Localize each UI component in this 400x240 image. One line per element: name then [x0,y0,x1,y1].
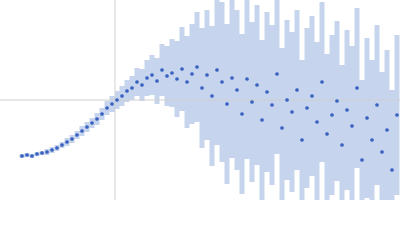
data-point [80,129,84,133]
data-point [240,112,244,116]
data-point [245,77,249,81]
data-point [330,113,334,117]
data-point [35,152,39,156]
chart [0,0,400,200]
data-point [345,108,349,112]
data-point [290,110,294,114]
data-point [380,150,384,154]
data-point [355,86,359,90]
data-point [20,154,24,158]
data-point [190,72,194,76]
data-point [270,103,274,107]
data-point [315,120,319,124]
data-point [320,80,324,84]
data-point [50,148,54,152]
data-point [110,102,114,106]
data-point [310,94,314,98]
data-point [145,76,149,80]
data-point [130,86,134,90]
data-point [170,71,174,75]
data-point [335,99,339,103]
data-point [70,137,74,141]
data-point [300,138,304,142]
data-point [175,77,179,81]
page: (() => { const data = JSON.parse(documen… [0,0,400,200]
data-point [375,103,379,107]
data-point [140,83,144,87]
data-point [125,89,129,93]
data-point [295,88,299,92]
data-point [30,154,34,158]
data-point [210,94,214,98]
data-point [115,98,119,102]
data-point [180,67,184,71]
data-point [350,124,354,128]
data-point [55,146,59,150]
data-point [185,80,189,84]
data-point [205,73,209,77]
data-point [285,98,289,102]
data-point [235,88,239,92]
data-point [365,116,369,120]
data-point [155,79,159,83]
data-point [360,158,364,162]
data-point [225,102,229,106]
data-point [220,80,224,84]
data-point [60,143,64,147]
data-point [280,126,284,130]
data-point [135,80,139,84]
data-point [250,100,254,104]
data-point [75,133,79,137]
data-point [215,68,219,72]
data-point [200,86,204,90]
data-point [325,132,329,136]
data-point [65,140,69,144]
data-point [195,65,199,69]
data-point [370,138,374,142]
data-point [255,83,259,87]
data-point [275,72,279,76]
data-point [45,150,49,154]
data-point [120,94,124,98]
data-point [95,117,99,121]
data-point [340,143,344,147]
data-point [385,128,389,132]
data-point [150,73,154,77]
data-point [260,118,264,122]
data-point [395,113,399,117]
data-point [165,74,169,78]
data-point [25,153,29,157]
plot-area [0,0,400,200]
data-point [230,76,234,80]
data-point [100,112,104,116]
data-point [390,168,394,172]
data-point [40,151,44,155]
data-point [90,121,94,125]
data-point [85,125,89,129]
data-point [160,68,164,72]
data-point [265,90,269,94]
data-point [305,106,309,110]
data-point [105,106,109,110]
